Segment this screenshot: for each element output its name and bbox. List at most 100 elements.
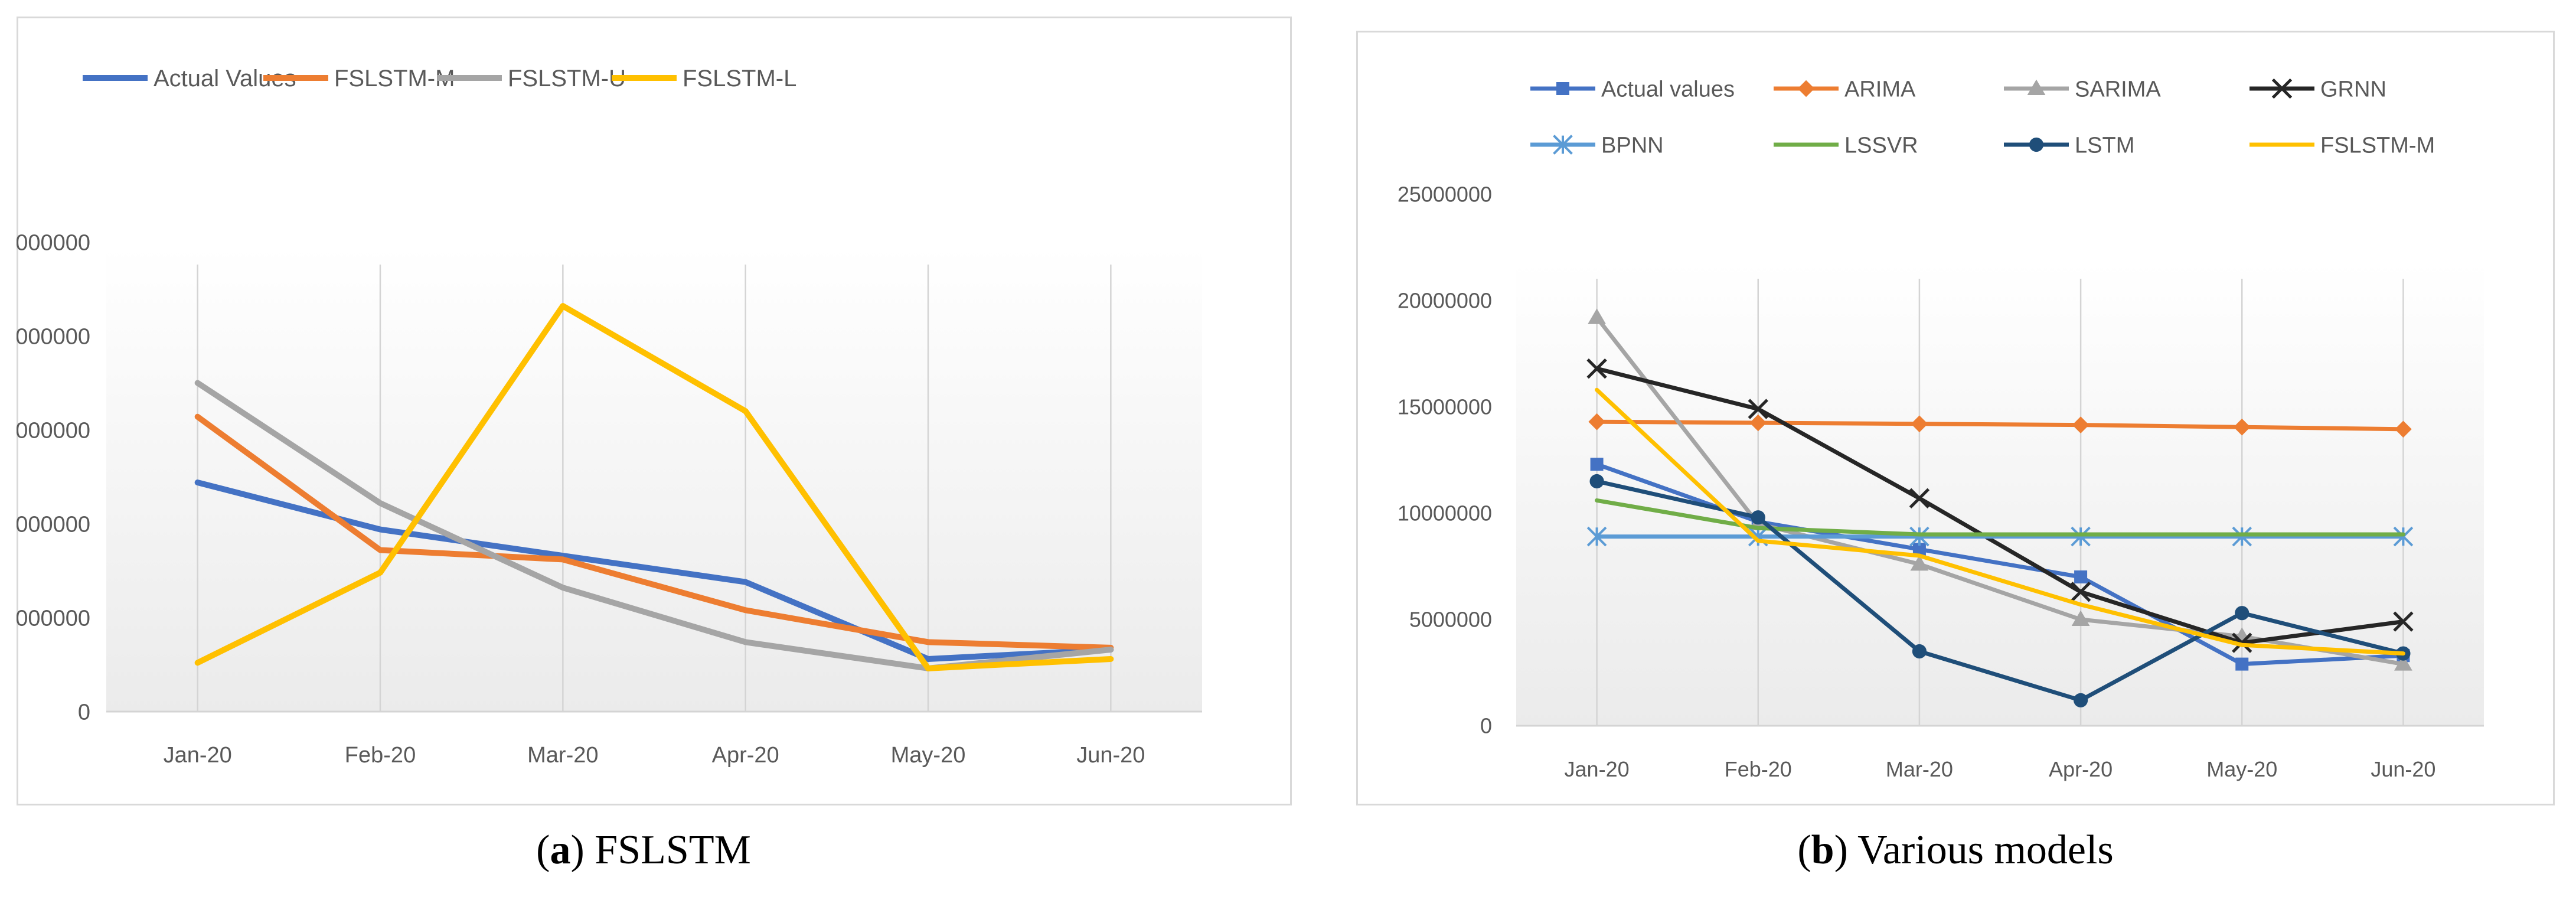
- data-point: [2393, 526, 2414, 547]
- chart-a-svg: 0 5000000 10000000 15000000 20000000 25000000…: [17, 17, 1292, 805]
- legend-item-fslstm-l: FSLSTM-L: [612, 66, 796, 92]
- legend-item-fslstm-m: FSLSTM-M: [263, 66, 455, 92]
- y-tick-label: 0: [1480, 714, 1492, 738]
- caption-b: (b) Various models: [1797, 827, 2114, 873]
- data-point: [2071, 526, 2091, 547]
- x-tick-label: May-20: [2206, 757, 2277, 781]
- legend-label: BPNN: [1601, 133, 1664, 158]
- series-line: [1595, 479, 2405, 703]
- series-line: [1595, 387, 2405, 656]
- x-tick-label: Mar-20: [527, 743, 598, 768]
- x-tick-label: Jan-20: [164, 743, 232, 768]
- legend-marker: [1797, 80, 1815, 97]
- legend-label: Actual values: [1601, 77, 1735, 102]
- series-fslstm-m: [194, 413, 1114, 651]
- y-tick-label: 10000000: [1398, 501, 1492, 526]
- caption-b-label: b: [1811, 827, 1834, 873]
- legend-item-grnn: GRNN: [2249, 77, 2386, 102]
- caption-b-text: Various models: [1857, 827, 2114, 873]
- caption-a-text: FSLSTM: [595, 827, 751, 873]
- caption-a-label: a: [550, 827, 571, 873]
- data-point: [2393, 611, 2414, 632]
- legend-item-fslstm-u: FSLSTM-U: [437, 66, 626, 92]
- x-tick-label: Apr-20: [712, 743, 779, 768]
- data-point: [1589, 474, 1604, 489]
- series-line: [1595, 419, 2405, 432]
- legend-item-lssvr: LSSVR: [1774, 133, 1918, 158]
- chart-b-svg: 0 5000000 10000000 15000000 20000000 25000000…: [1356, 31, 2555, 805]
- data-point: [1590, 458, 1604, 471]
- y-tick-label: 20000000: [1398, 289, 1492, 313]
- x-tick-label: Feb-20: [345, 743, 416, 768]
- x-tick-label: Jun-20: [1076, 743, 1145, 768]
- x-tick-label: Feb-20: [1725, 757, 1792, 781]
- legend-label: FSLSTM-U: [508, 66, 626, 92]
- series-line: [194, 303, 1114, 671]
- data-point: [1912, 644, 1927, 659]
- legend-item-sarima: SARIMA: [2004, 77, 2161, 102]
- legend-marker: [2029, 137, 2044, 152]
- data-point: [1749, 414, 1767, 432]
- legend-marker: [1553, 135, 1573, 155]
- x-tick-label: Apr-20: [2049, 757, 2113, 781]
- y-tick-label: 5000000: [17, 606, 90, 631]
- legend-label: ARIMA: [1844, 77, 1916, 102]
- y-axis: 0 5000000 10000000 15000000 20000000 25000000: [17, 230, 90, 725]
- y-tick-label: 15000000: [17, 418, 90, 443]
- legend-label: FSLSTM-L: [683, 66, 796, 92]
- legend-label: GRNN: [2320, 77, 2386, 102]
- legend-item-fslstm-m: FSLSTM-M: [2249, 133, 2435, 158]
- gridlines: [197, 265, 1112, 712]
- series-lstm: [1589, 474, 2411, 707]
- data-point: [1909, 526, 1929, 547]
- data-point: [1586, 358, 1607, 379]
- y-axis: 0 5000000 10000000 15000000 20000000 25000000: [1398, 182, 1492, 738]
- y-tick-label: 5000000: [1409, 608, 1492, 632]
- chart-b: 0 5000000 10000000 15000000 20000000 25000000…: [1356, 31, 2555, 805]
- legend-marker: [2271, 78, 2293, 99]
- legend-marker: [1556, 82, 1569, 95]
- data-point: [2232, 526, 2252, 547]
- legend: Actual Values FSLSTM-M FSLSTM-U FSLSTM-L: [83, 66, 796, 92]
- legend-item-lstm: LSTM: [2004, 133, 2134, 158]
- legend-item-arima: ARIMA: [1774, 77, 1916, 102]
- legend-label: LSTM: [2075, 133, 2134, 158]
- series-fslstm-l: [194, 303, 1114, 671]
- x-tick-label: Jan-20: [1565, 757, 1630, 781]
- legend-label: FSLSTM-M: [2320, 133, 2435, 158]
- legend-label: LSSVR: [1844, 133, 1918, 158]
- data-point: [2394, 655, 2412, 671]
- x-axis-labels: Jan-20 Feb-20 Mar-20 Apr-20 May-20 Jun-20: [164, 743, 1145, 768]
- data-point: [2074, 570, 2088, 583]
- series-line: [194, 480, 1114, 662]
- data-point: [1912, 543, 1926, 556]
- legend-item-bpnn: BPNN: [1530, 133, 1664, 158]
- data-point: [2235, 606, 2249, 621]
- data-point: [1748, 399, 1768, 419]
- x-tick-label: Jun-20: [2371, 757, 2435, 781]
- y-tick-label: 25000000: [1398, 182, 1492, 207]
- data-point: [1910, 555, 1929, 571]
- data-point: [1588, 308, 1606, 324]
- legend: Actual values ARIMA SARIMA GRNN BPNN LSSVR LST…: [1530, 77, 2435, 158]
- x-tick-label: Mar-20: [1886, 757, 1953, 781]
- y-tick-label: 0: [78, 700, 90, 725]
- caption-a: (a) FSLSTM: [536, 827, 751, 873]
- y-tick-label: 25000000: [17, 230, 90, 255]
- x-tick-label: May-20: [891, 743, 966, 768]
- y-tick-label: 10000000: [17, 512, 90, 537]
- legend-label: FSLSTM-M: [334, 66, 455, 92]
- y-tick-label: 20000000: [17, 324, 90, 349]
- data-point: [1586, 526, 1607, 547]
- series-line: [1595, 366, 2405, 645]
- series-lssvr: [1595, 498, 2405, 537]
- series-fslstm-m: [1595, 387, 2405, 656]
- plot-area: [1516, 261, 2484, 726]
- legend-label: SARIMA: [2075, 77, 2161, 102]
- series-line: [194, 413, 1114, 651]
- legend-item-actual-values: Actual values: [1530, 77, 1735, 102]
- series-bpnn: [1586, 526, 2414, 547]
- data-point: [1909, 488, 1930, 508]
- x-axis-labels: Jan-20 Feb-20 Mar-20 Apr-20 May-20 Jun-20: [1565, 757, 2436, 781]
- series-actual-values: [194, 480, 1114, 662]
